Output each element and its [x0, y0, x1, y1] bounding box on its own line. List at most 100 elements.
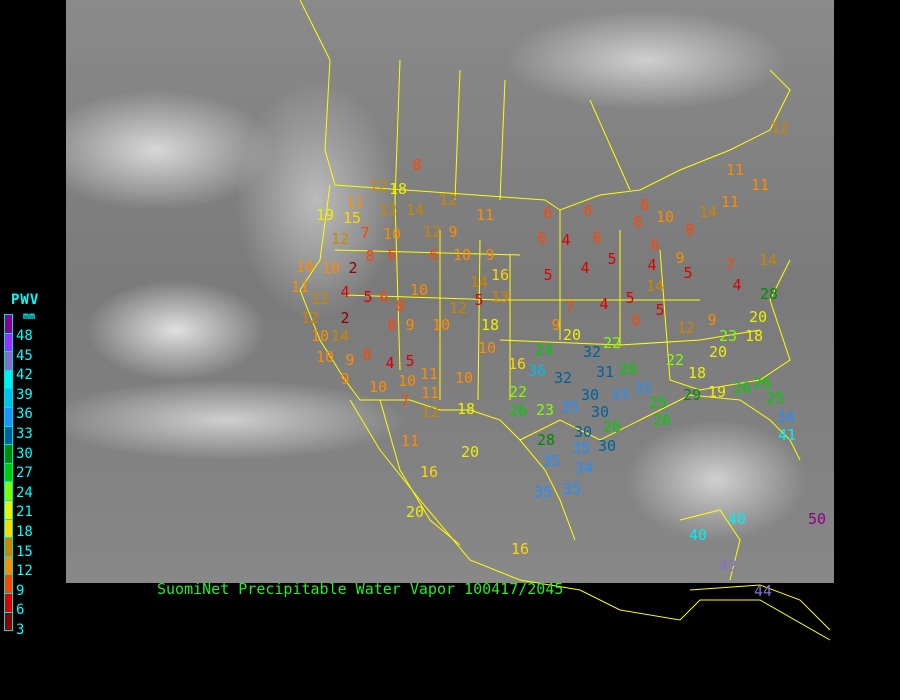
station-pwv-value: 10: [369, 378, 387, 396]
legend-unit: mm: [23, 311, 36, 322]
border-line: [349, 399, 831, 641]
border-line: [519, 394, 801, 461]
station-pwv-value: 2: [340, 309, 349, 327]
station-pwv-value: 43: [719, 557, 737, 575]
station-pwv-value: 30: [598, 437, 616, 455]
station-pwv-value: 31: [596, 363, 614, 381]
border-line: [394, 59, 401, 201]
legend-swatch: [4, 555, 13, 576]
station-pwv-value: 4: [599, 295, 608, 313]
station-pwv-value: 34: [777, 408, 795, 426]
border-line: [589, 99, 631, 191]
station-pwv-value: 18: [688, 364, 706, 382]
station-pwv-value: 10: [398, 372, 416, 390]
legend-swatch: [4, 462, 13, 483]
station-pwv-value: 14: [699, 203, 717, 221]
map-caption: SuomiNet Precipitable Water Vapor 100417…: [157, 580, 564, 598]
station-pwv-value: 18: [457, 400, 475, 418]
station-pwv-value: 19: [708, 383, 726, 401]
station-pwv-value: 40: [689, 526, 707, 544]
station-pwv-value: 20: [563, 326, 581, 344]
border-line: [499, 329, 761, 346]
station-pwv-value: 35: [561, 398, 579, 416]
border-line: [477, 239, 481, 401]
station-pwv-value: 35: [563, 480, 581, 498]
station-pwv-value: 10: [296, 258, 314, 276]
station-pwv-value: 6: [633, 213, 642, 231]
station-pwv-value: 18: [745, 327, 763, 345]
station-pwv-value: 8: [412, 156, 421, 174]
station-pwv-value: 6: [429, 246, 438, 264]
station-pwv-value: 10: [410, 281, 428, 299]
station-pwv-value: 28: [760, 285, 778, 303]
station-pwv-value: 4: [385, 354, 394, 372]
station-pwv-value: 11: [751, 176, 769, 194]
station-pwv-value: 24: [535, 341, 553, 359]
border-line: [659, 249, 791, 391]
border-line: [454, 69, 461, 201]
legend-swatch: [4, 314, 13, 334]
station-pwv-value: 30: [574, 423, 592, 441]
station-pwv-value: 4: [561, 231, 570, 249]
station-pwv-value: 16: [420, 463, 438, 481]
station-pwv-value: 11: [420, 365, 438, 383]
station-pwv-value: 11: [726, 161, 744, 179]
legend-label: 42: [16, 367, 33, 384]
station-pwv-value: 26: [619, 360, 637, 378]
station-pwv-value: 9: [485, 246, 494, 264]
station-pwv-value: 32: [583, 343, 601, 361]
station-pwv-value: 5: [607, 250, 616, 268]
station-pwv-value: 22: [666, 351, 684, 369]
border-line: [344, 294, 700, 301]
station-pwv-value: 7: [360, 224, 369, 242]
legend-swatch: [4, 537, 13, 557]
station-pwv-value: 12: [449, 299, 467, 317]
station-pwv-value: 8: [365, 247, 374, 265]
station-pwv-value: 11: [421, 384, 439, 402]
legend-swatch: [4, 518, 13, 539]
station-pwv-value: 4: [340, 283, 349, 301]
border-line: [299, 0, 791, 211]
legend-label: 33: [16, 426, 33, 442]
legend-label: 15: [16, 543, 33, 560]
station-pwv-value: 22: [509, 383, 527, 401]
station-pwv-value: 4: [732, 276, 741, 294]
station-pwv-value: 32: [554, 369, 572, 387]
station-pwv-value: 6: [583, 202, 592, 220]
station-pwv-value: 12: [423, 223, 441, 241]
legend-swatch: [4, 425, 13, 446]
station-pwv-value: 25: [766, 389, 784, 407]
legend-label: 45: [16, 347, 33, 364]
station-pwv-value: 26: [653, 411, 671, 429]
station-pwv-value: 19: [316, 206, 334, 224]
station-pwv-value: 6: [543, 204, 552, 222]
legend-label: 12: [16, 563, 33, 580]
legend-label: 18: [16, 524, 33, 540]
station-pwv-value: 10: [322, 259, 340, 277]
station-pwv-value: 10: [455, 369, 473, 387]
station-pwv-value: 14: [646, 277, 664, 295]
station-pwv-value: 25: [649, 394, 667, 412]
station-pwv-value: 5: [625, 289, 634, 307]
station-pwv-value: 35: [534, 483, 552, 501]
station-pwv-value: 4: [580, 259, 589, 277]
legend-swatch: [4, 574, 13, 594]
station-pwv-value: 9: [405, 316, 414, 334]
station-pwv-value: 6: [379, 288, 388, 306]
border-line: [394, 199, 401, 371]
legend-swatch: [4, 499, 13, 520]
station-pwv-value: 4: [647, 256, 656, 274]
legend-swatch: [4, 388, 13, 408]
station-pwv-value: 10: [432, 316, 450, 334]
station-pwv-value: 20: [709, 343, 727, 361]
border-line: [379, 399, 461, 546]
station-pwv-value: 11: [401, 432, 419, 450]
station-pwv-value: 10: [383, 225, 401, 243]
station-pwv-value: 12: [379, 201, 397, 219]
station-pwv-value: 6: [640, 196, 649, 214]
station-pwv-value: 2: [348, 259, 357, 277]
station-pwv-value: 30: [581, 386, 599, 404]
station-pwv-value: 16: [508, 355, 526, 373]
